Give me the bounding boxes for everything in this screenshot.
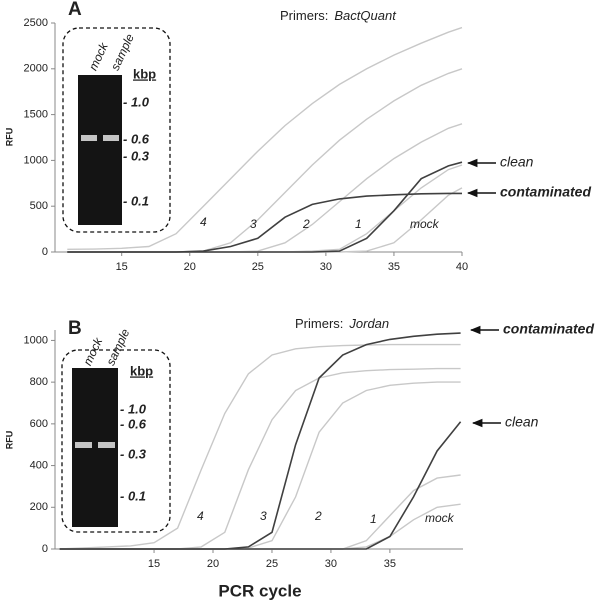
panel: 0 500 1000 1500 2000 2500 15 20 25 30 35 40 A Primers… [4, 0, 591, 273]
x-tick-label: 35 [388, 261, 400, 273]
curve [59, 343, 461, 550]
gel-unit: kbp [130, 363, 153, 378]
primers: Primers: BactQuant [280, 8, 397, 23]
curve-label: 1 [355, 217, 362, 231]
y-tick-label: 0 [42, 543, 48, 555]
curve-label: clean [505, 414, 539, 430]
y-tick-label: 800 [30, 376, 48, 388]
x-tick-label: 35 [384, 558, 396, 570]
x-tick-label: 25 [266, 558, 278, 570]
y-tick-label: 2500 [24, 17, 48, 29]
gel-marker: - 0.6 [123, 131, 150, 146]
gel-band [98, 442, 115, 448]
gel-band [103, 135, 119, 141]
y-tick-label: 1500 [24, 109, 48, 121]
gel-marker: - 0.3 [120, 446, 147, 461]
gel-marker: - 0.1 [120, 488, 146, 503]
gel-marker: - 0.3 [123, 148, 150, 163]
curve-label: mock [425, 511, 455, 525]
x-tick-label: 20 [184, 261, 196, 273]
y-axis-label: RFU [4, 128, 14, 147]
curve [67, 26, 463, 250]
gel-unit: kbp [133, 66, 156, 81]
x-axis-label: PCR cycle [218, 581, 301, 600]
gel-marker: - 1.0 [123, 94, 150, 109]
x-tick-label: 20 [207, 558, 219, 570]
y-tick-label: 200 [30, 501, 48, 513]
gel-band [81, 135, 97, 141]
panel: 0 200 400 600 800 1000 15 20 25 30 35 B Primers: Jord… [4, 316, 594, 600]
primers-label: Primers: [295, 316, 343, 331]
y-tick-label: 400 [30, 459, 48, 471]
gel-band [75, 442, 92, 448]
y-tick-label: 500 [30, 200, 48, 212]
curve-label: 1 [370, 512, 377, 526]
curve-label: 4 [200, 215, 207, 229]
primers-name: BactQuant [334, 8, 397, 23]
primers: Primers: Jordan [295, 316, 389, 331]
curve-label: clean [500, 154, 534, 170]
x-tick-label: 15 [116, 261, 128, 273]
curve-label: 2 [314, 509, 322, 523]
panel-label: A [68, 0, 82, 20]
primers-label: Primers: [280, 8, 328, 23]
y-tick-label: 600 [30, 418, 48, 430]
y-tick-label: 0 [42, 246, 48, 258]
curve-label: 3 [260, 509, 267, 523]
primers-name: Jordan [348, 316, 389, 331]
x-tick-label: 30 [320, 261, 332, 273]
curve-label: 4 [197, 509, 204, 523]
x-tick-label: 25 [252, 261, 264, 273]
gel-marker: - 0.1 [123, 193, 149, 208]
gel-marker: - 1.0 [120, 401, 147, 416]
gel-image [78, 75, 122, 225]
x-tick-label: 30 [325, 558, 337, 570]
y-axis-label: RFU [4, 431, 14, 450]
gel-marker: - 0.6 [120, 416, 147, 431]
curve-label: mock [410, 217, 440, 231]
curve-label: 2 [302, 217, 310, 231]
y-tick-label: 1000 [24, 154, 48, 166]
panel-label: B [68, 318, 82, 339]
y-tick-label: 1000 [24, 334, 48, 346]
curve-label: contaminated [500, 184, 591, 200]
curve-label: contaminated [503, 321, 594, 337]
curve [67, 192, 462, 253]
x-tick-label: 15 [148, 558, 160, 570]
y-tick-label: 2000 [24, 63, 48, 75]
x-tick-label: 40 [456, 261, 468, 273]
curve [59, 421, 462, 550]
curve-label: 3 [250, 217, 257, 231]
